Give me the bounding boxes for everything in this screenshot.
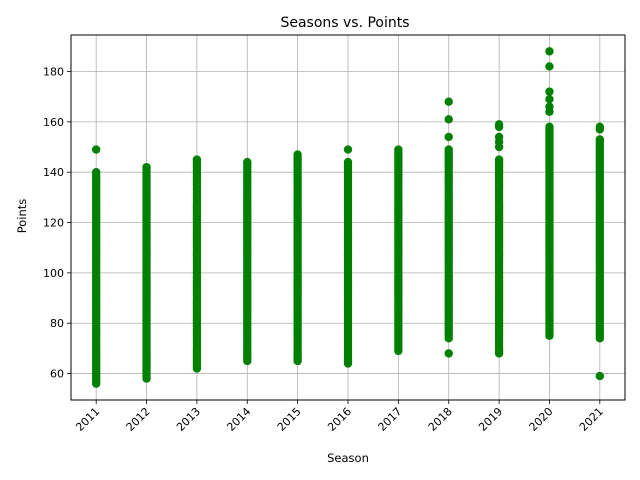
y-axis-label: Points <box>15 199 29 234</box>
data-point <box>192 155 202 164</box>
x-axis-ticks: 2011 2012 2013 2014 2015 2016 2017 2018 2019 2020… <box>73 400 606 434</box>
data-point <box>494 142 504 152</box>
y-axis-ticks: 60 80 100 120 140 160 180 <box>43 66 71 381</box>
data-point <box>545 62 554 71</box>
y-tick-label: 140 <box>43 166 64 179</box>
x-tick-label: 2012 <box>124 405 153 434</box>
data-point <box>293 150 302 159</box>
x-axis-label: Season <box>327 451 369 465</box>
data-point <box>595 125 605 134</box>
x-tick-label: 2018 <box>426 405 455 434</box>
x-tick-label: 2017 <box>375 405 404 434</box>
data-point <box>545 122 554 132</box>
data-point <box>444 132 453 142</box>
data-point <box>595 371 605 381</box>
data-point <box>494 122 504 132</box>
x-tick-label: 2020 <box>527 405 556 434</box>
x-tick-label: 2015 <box>275 405 304 434</box>
data-point <box>545 87 554 96</box>
y-tick-label: 60 <box>50 368 64 381</box>
x-tick-label: 2021 <box>577 405 606 434</box>
data-point <box>545 47 554 56</box>
data-point <box>394 145 403 154</box>
chart-title: Seasons vs. Points <box>280 15 409 31</box>
data-point <box>343 157 353 167</box>
y-tick-label: 180 <box>43 66 64 79</box>
data-point <box>343 145 353 154</box>
x-tick-label: 2014 <box>224 405 253 434</box>
data-point <box>243 157 252 167</box>
data-point <box>142 162 151 172</box>
x-tick-label: 2016 <box>325 405 354 434</box>
x-tick-label: 2011 <box>73 405 102 434</box>
data-point <box>444 115 453 124</box>
y-tick-label: 160 <box>43 116 64 129</box>
y-tick-label: 100 <box>43 267 64 280</box>
y-tick-label: 80 <box>50 317 64 330</box>
x-tick-label: 2013 <box>174 405 203 434</box>
data-point <box>91 167 101 177</box>
data-point <box>444 145 453 154</box>
x-tick-label: 2019 <box>476 405 505 434</box>
data-point <box>444 97 453 106</box>
y-tick-label: 120 <box>43 217 64 230</box>
data-point <box>494 155 504 164</box>
data-point <box>595 135 605 144</box>
data-points <box>91 47 605 388</box>
data-point <box>545 107 554 116</box>
data-point <box>545 94 554 104</box>
data-point <box>444 349 453 358</box>
data-point <box>91 145 101 154</box>
